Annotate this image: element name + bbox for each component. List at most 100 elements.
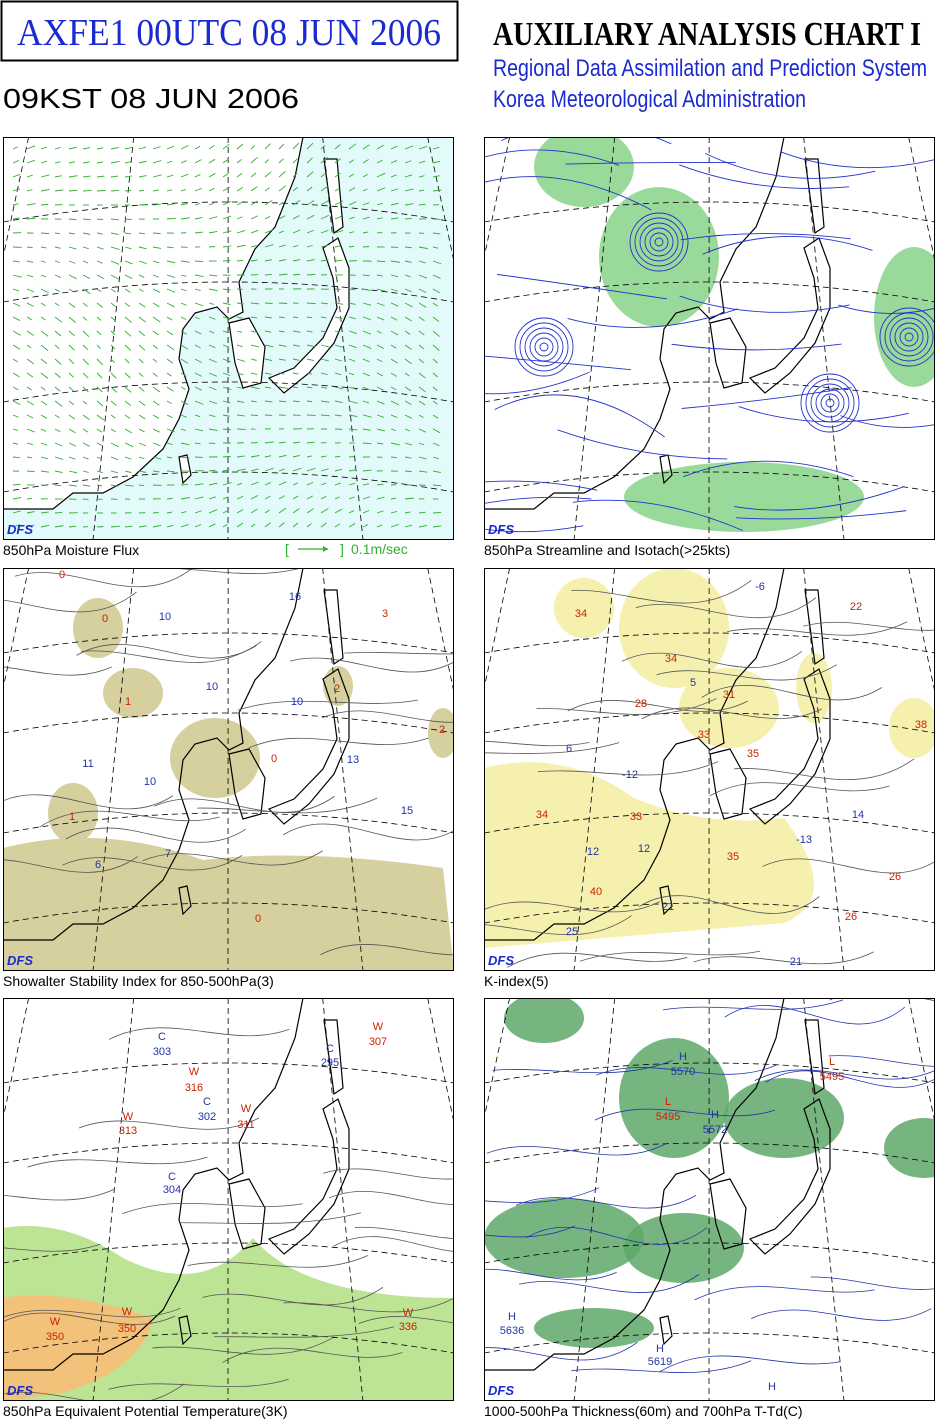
flux-arrow	[124, 316, 133, 323]
flux-arrow	[26, 400, 34, 406]
map-label: C	[158, 1031, 166, 1043]
flux-arrow	[376, 344, 385, 349]
flux-arrow	[334, 230, 344, 234]
flux-arrow	[362, 159, 369, 164]
flux-arrow	[376, 288, 386, 292]
flux-arrow	[40, 203, 49, 206]
streamline	[484, 480, 598, 491]
flux-arrow	[418, 189, 425, 192]
flux-arrow	[250, 400, 257, 403]
flux-arrow	[278, 522, 285, 528]
flux-arrow	[82, 246, 89, 250]
streamline	[825, 398, 835, 408]
flux-arrow	[12, 442, 19, 445]
flux-arrow	[250, 245, 257, 248]
contour-line	[3, 591, 137, 613]
flux-arrow	[110, 246, 120, 251]
flux-arrow	[54, 511, 63, 514]
flux-arrow	[152, 246, 162, 249]
flux-arrow	[68, 302, 76, 308]
map-label: -12	[622, 769, 638, 781]
flux-arrow	[12, 358, 19, 363]
contour-line	[621, 650, 803, 668]
flux-arrow	[26, 524, 35, 528]
flux-arrow	[334, 455, 341, 458]
flux-arrow	[306, 344, 316, 348]
flux-arrow	[404, 358, 412, 365]
latitude-line	[484, 902, 935, 924]
flux-arrow	[404, 316, 412, 322]
contour-line	[567, 700, 748, 712]
flux-arrow	[194, 288, 201, 291]
coastline	[178, 1315, 192, 1346]
panel-caption: 850hPa Equivalent Potential Temperature(…	[3, 1403, 288, 1419]
flux-arrow	[236, 202, 243, 206]
flux-arrow	[208, 316, 216, 320]
contour-line	[61, 854, 243, 871]
flux-arrow	[208, 231, 218, 234]
flux-arrow	[264, 482, 272, 486]
flux-arrow	[54, 372, 61, 379]
dewpoint-shade	[504, 998, 584, 1043]
flux-arrow	[334, 482, 342, 486]
flux-arrow	[152, 470, 160, 473]
contour-line	[323, 1168, 454, 1180]
flux-arrow	[390, 330, 399, 336]
flux-arrow	[68, 400, 75, 406]
flux-arrow	[376, 202, 383, 206]
flux-arrow	[334, 302, 344, 305]
flux-arrow	[292, 455, 300, 458]
flux-arrow	[390, 428, 396, 431]
flux-arrow	[334, 468, 343, 472]
flux-arrow	[376, 414, 385, 418]
flux-arrow	[236, 302, 244, 305]
flux-arrow	[264, 400, 273, 403]
flux-arrow	[166, 174, 174, 178]
flux-arrow	[54, 147, 61, 150]
flux-arrow	[166, 386, 174, 392]
flux-arrow	[278, 230, 284, 234]
flux-arrow	[306, 200, 315, 206]
map-label: 16	[289, 591, 301, 603]
flux-arrow	[362, 469, 372, 472]
contour-line	[78, 1117, 260, 1130]
flux-arrow	[40, 232, 50, 235]
contour-line	[3, 794, 174, 810]
flux-arrow	[180, 217, 190, 220]
contour-line	[537, 761, 719, 776]
flux-arrow	[208, 372, 218, 377]
flux-arrow	[82, 386, 89, 393]
streamline	[484, 371, 590, 395]
contour-line	[693, 951, 874, 965]
contour-line	[3, 856, 138, 873]
flux-arrow	[278, 316, 285, 319]
flux-arrow	[320, 330, 327, 333]
flux-arrow	[250, 508, 258, 514]
flux-arrow	[194, 496, 204, 500]
map-label: 12	[587, 846, 599, 858]
flux-arrow	[278, 344, 287, 347]
flux-arrow	[320, 214, 330, 220]
flux-arrow	[390, 524, 399, 528]
flux-arrow	[12, 510, 21, 514]
contour-line	[727, 621, 908, 636]
flux-arrow	[138, 470, 147, 473]
streamline	[894, 322, 924, 352]
contour-line	[536, 698, 717, 715]
flux-arrow	[124, 372, 131, 379]
flux-arrow	[26, 498, 33, 500]
flux-arrow	[348, 400, 358, 404]
latitude-line	[484, 1332, 935, 1354]
flux-arrow	[320, 156, 328, 164]
flux-arrow	[152, 260, 160, 264]
isotach-shade	[874, 247, 935, 387]
map-label: 11	[82, 758, 93, 770]
map-label: -6	[755, 581, 765, 593]
flux-arrow	[404, 330, 411, 335]
contour-line	[694, 1286, 875, 1301]
contour-line	[659, 1355, 840, 1373]
map-label: 5619	[648, 1356, 672, 1368]
flux-arrow	[166, 497, 173, 500]
flux-arrow	[194, 372, 202, 377]
flux-arrow	[432, 525, 442, 528]
